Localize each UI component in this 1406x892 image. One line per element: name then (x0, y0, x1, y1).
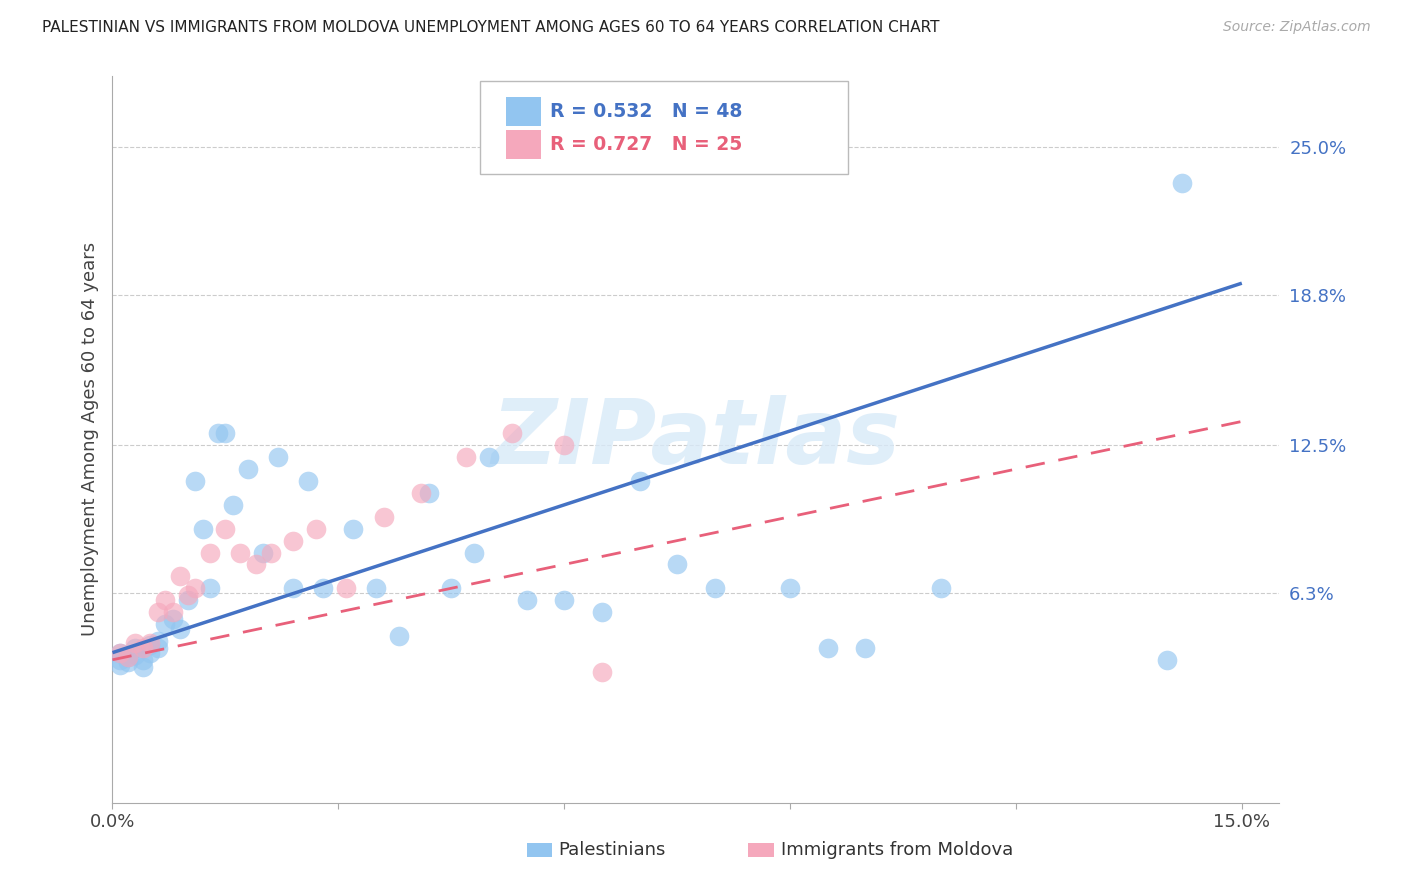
Point (267, 450, 290, 465)
Point (200, 582, 222, 596)
Point (411, 486, 433, 500)
Point (591, 605, 613, 619)
Point (169, 622, 191, 636)
Point (153, 617, 176, 632)
Bar (527, 843, 553, 857)
Bar (748, 843, 775, 857)
Point (184, 582, 207, 596)
Text: Immigrants from Moldova: Immigrants from Moldova (782, 841, 1014, 859)
Point (501, 426, 523, 441)
Point (245, 558, 267, 572)
Point (516, 593, 538, 607)
Point (131, 640, 153, 655)
Point (305, 522, 328, 536)
Point (146, 633, 169, 648)
Point (779, 582, 801, 596)
Point (117, 655, 139, 669)
Point (1156, 653, 1178, 667)
Point (297, 474, 319, 488)
FancyBboxPatch shape (479, 81, 848, 174)
Point (283, 533, 305, 548)
Text: R = 0.532   N = 48: R = 0.532 N = 48 (550, 103, 742, 121)
Point (440, 582, 463, 596)
Point (146, 640, 169, 655)
Point (929, 582, 952, 596)
Point (117, 650, 139, 665)
Text: Source: ZipAtlas.com: Source: ZipAtlas.com (1223, 20, 1371, 34)
Point (418, 486, 440, 500)
Point (184, 474, 207, 488)
Text: ZIPatlas: ZIPatlas (492, 395, 900, 483)
Bar (506, 130, 541, 160)
Point (200, 545, 222, 559)
Point (131, 653, 153, 667)
Point (387, 629, 409, 643)
Point (1170, 176, 1192, 190)
Point (124, 640, 146, 655)
Point (139, 636, 162, 650)
Point (463, 545, 485, 559)
Point (335, 582, 357, 596)
Point (214, 522, 236, 536)
Point (853, 640, 876, 655)
Point (222, 498, 245, 512)
Point (162, 612, 184, 626)
Point (478, 450, 501, 465)
Point (108, 657, 131, 672)
Text: PALESTINIAN VS IMMIGRANTS FROM MOLDOVA UNEMPLOYMENT AMONG AGES 60 TO 64 YEARS CO: PALESTINIAN VS IMMIGRANTS FROM MOLDOVA U… (42, 20, 939, 35)
Point (342, 522, 364, 536)
Bar (506, 97, 541, 127)
Point (591, 665, 613, 679)
Point (108, 653, 131, 667)
Point (214, 426, 236, 441)
Y-axis label: Unemployment Among Ages 60 to 64 years: Unemployment Among Ages 60 to 64 years (80, 243, 98, 636)
Point (553, 593, 575, 607)
Point (108, 646, 131, 660)
Point (283, 582, 305, 596)
Point (131, 660, 153, 674)
Point (229, 545, 252, 559)
Point (456, 450, 478, 465)
Point (373, 509, 395, 524)
Point (177, 593, 200, 607)
Point (628, 474, 651, 488)
Point (124, 648, 146, 662)
Point (666, 558, 689, 572)
Point (191, 522, 214, 536)
Text: R = 0.727   N = 25: R = 0.727 N = 25 (550, 136, 742, 154)
Point (146, 605, 169, 619)
Point (252, 545, 274, 559)
Point (312, 582, 335, 596)
Point (153, 593, 176, 607)
Point (124, 636, 146, 650)
Point (236, 462, 259, 476)
Point (703, 582, 725, 596)
Point (553, 438, 575, 452)
Point (364, 582, 387, 596)
Point (169, 569, 191, 583)
Point (117, 650, 139, 665)
Text: Palestinians: Palestinians (558, 841, 665, 859)
Point (139, 646, 162, 660)
Point (162, 605, 184, 619)
Point (108, 646, 131, 660)
Point (139, 639, 162, 653)
Point (259, 545, 281, 559)
Point (207, 426, 229, 441)
Point (177, 589, 200, 603)
Point (817, 640, 839, 655)
